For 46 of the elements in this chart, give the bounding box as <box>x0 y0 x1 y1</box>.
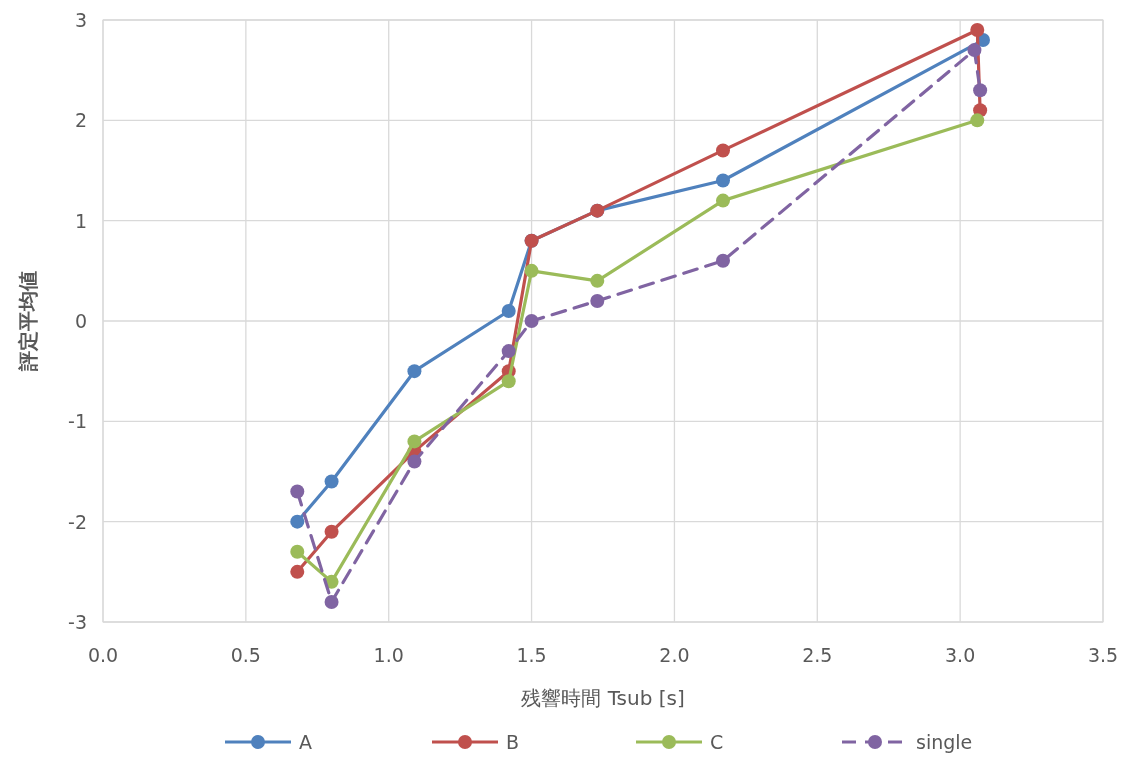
point <box>973 83 988 98</box>
x-tick-label: 2.5 <box>802 644 833 666</box>
point <box>324 474 339 489</box>
point <box>967 43 982 58</box>
point <box>290 544 305 559</box>
x-tick-label: 1.5 <box>516 644 547 666</box>
point <box>590 273 605 288</box>
point <box>324 594 339 609</box>
point <box>970 23 985 38</box>
y-tick-label: -2 <box>68 510 87 533</box>
x-tick-label: 0.5 <box>230 644 261 666</box>
point <box>716 173 730 188</box>
legend-label: C <box>710 731 724 753</box>
y-axis-title: 評定平均値 <box>16 271 40 372</box>
point <box>407 454 422 469</box>
point <box>290 484 305 499</box>
x-tick-label: 3.0 <box>945 644 976 666</box>
point <box>501 344 516 359</box>
point <box>716 193 730 208</box>
point <box>716 143 730 158</box>
point <box>716 253 730 268</box>
y-tick-label: -3 <box>68 611 87 633</box>
x-tick-label: 1.0 <box>373 644 404 666</box>
y-tick-label: 1 <box>74 209 87 232</box>
y-tick-label: 3 <box>74 9 87 31</box>
point <box>590 293 605 308</box>
point <box>970 113 985 128</box>
y-tick-label: 0 <box>74 310 87 332</box>
point <box>407 434 422 449</box>
x-tick-label: 3.5 <box>1087 644 1119 666</box>
point <box>407 364 422 379</box>
point <box>501 374 516 389</box>
legend-label: B <box>506 731 520 753</box>
point <box>524 263 539 278</box>
point <box>524 314 539 328</box>
legend-label: A <box>299 731 312 753</box>
y-tick-label: -1 <box>68 410 87 433</box>
y-tick-label: 2 <box>74 109 87 132</box>
x-tick-label: 0.0 <box>87 644 119 666</box>
legend-label: single <box>916 731 973 753</box>
point <box>290 564 305 579</box>
point <box>501 303 516 318</box>
x-tick-label: 2.0 <box>659 644 690 666</box>
x-axis-title: 残響時間 Tsub [s] <box>521 686 685 710</box>
point <box>290 514 305 529</box>
point <box>324 524 339 539</box>
